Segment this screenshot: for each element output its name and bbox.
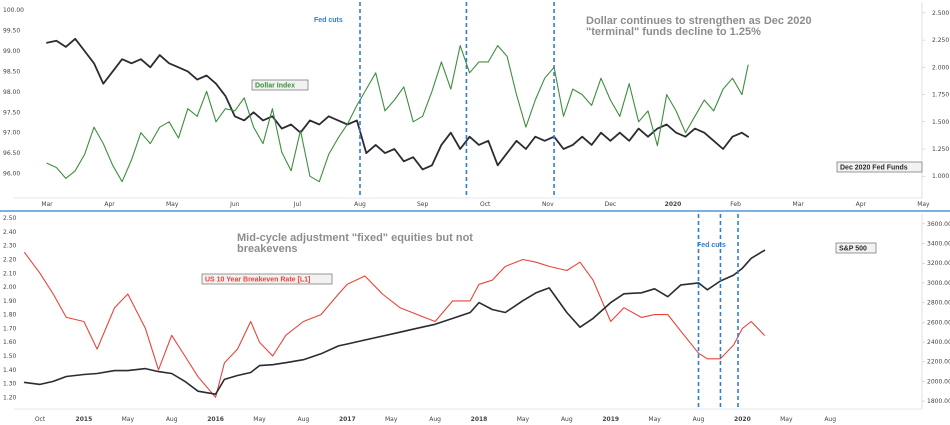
chart-title-line: breakevens xyxy=(237,243,298,255)
series-line-0 xyxy=(24,252,765,398)
left-axis-tick: 100.00 xyxy=(3,7,24,14)
x-tick-label: Aug xyxy=(693,416,705,423)
left-axis-tick: 96.50 xyxy=(3,150,20,157)
x-tick-label: 2015 xyxy=(76,416,93,423)
left-axis-tick: 2.00 xyxy=(3,284,17,291)
x-tick-label: May xyxy=(917,201,930,208)
left-axis-tick: 97.50 xyxy=(3,109,20,116)
left-axis-tick: 1.40 xyxy=(3,367,17,374)
fed-cuts-label: Fed cuts xyxy=(314,17,343,24)
right-axis-tick: 3000.00 xyxy=(927,280,950,287)
right-axis-tick: 1.000 xyxy=(932,173,949,180)
x-tick-label: 2020 xyxy=(665,201,682,208)
x-tick-label: May xyxy=(122,416,135,423)
left-axis-tick: 1.80 xyxy=(3,312,17,319)
right-axis-tick: 1800.00 xyxy=(927,398,950,405)
x-tick-label: Mar xyxy=(41,201,53,208)
chart-title-line: "terminal" funds decline to 1.25% xyxy=(586,26,761,38)
left-axis-tick: 1.70 xyxy=(3,325,17,332)
series-line-1 xyxy=(46,45,749,183)
legend-box xyxy=(835,242,877,254)
x-tick-label: Feb xyxy=(730,201,741,208)
left-axis-tick: 1.30 xyxy=(3,381,17,388)
x-tick-label: Sep xyxy=(417,201,429,208)
x-tick-label: 2020 xyxy=(734,416,751,423)
left-axis-tick: 2.40 xyxy=(3,229,17,236)
x-tick-label: Aug xyxy=(561,416,573,423)
left-axis-tick: 1.90 xyxy=(3,298,17,305)
right-axis-tick: 2.000 xyxy=(932,64,949,71)
x-tick-label: Aug xyxy=(824,416,836,423)
left-axis-tick: 2.30 xyxy=(3,243,17,250)
x-tick-label: 2018 xyxy=(471,416,488,423)
x-tick-label: Dec xyxy=(605,201,617,208)
left-axis-tick: 1.20 xyxy=(3,394,17,401)
x-tick-label: Aug xyxy=(166,416,178,423)
left-axis-tick: 1.50 xyxy=(3,353,17,360)
right-axis-tick: 2.500 xyxy=(932,10,949,17)
x-tick-label: May xyxy=(253,416,266,423)
left-axis-tick: 98.00 xyxy=(3,89,20,96)
right-axis-tick: 3200.00 xyxy=(927,260,950,267)
x-tick-label: Oct xyxy=(35,416,46,423)
left-axis-tick: 2.20 xyxy=(3,256,17,263)
left-axis-tick: 96.00 xyxy=(3,171,20,178)
x-tick-label: Nov xyxy=(542,201,554,208)
legend-label: S&P 500 xyxy=(839,246,867,253)
x-tick-label: Aug xyxy=(354,201,366,208)
left-axis-tick: 99.00 xyxy=(3,48,20,55)
x-tick-label: May xyxy=(385,416,398,423)
legend-label: Dec 2020 Fed Funds xyxy=(840,165,908,172)
legend-box xyxy=(836,161,923,173)
x-tick-label: 2016 xyxy=(207,416,224,423)
x-tick-label: Aug xyxy=(429,416,441,423)
x-tick-label: 2019 xyxy=(602,416,619,423)
right-axis-tick: 3400.00 xyxy=(927,241,950,248)
right-axis-tick: 2600.00 xyxy=(927,319,950,326)
left-axis-tick: 2.50 xyxy=(3,215,17,222)
chart-title-line: Dollar continues to strengthen as Dec 20… xyxy=(586,15,812,27)
right-axis-tick: 1.500 xyxy=(932,119,949,126)
x-tick-label: May xyxy=(166,201,179,208)
right-axis-tick: 2000.00 xyxy=(927,378,950,385)
right-axis-tick: 1.750 xyxy=(932,92,949,99)
legend-label: US 10 Year Breakeven Rate [L1] xyxy=(205,277,310,284)
x-tick-label: Apr xyxy=(104,201,115,208)
right-axis-tick: 2800.00 xyxy=(927,300,950,307)
x-tick-label: May xyxy=(517,416,530,423)
left-axis-tick: 97.00 xyxy=(3,130,20,137)
x-tick-label: Jun xyxy=(229,201,240,208)
x-tick-label: 2017 xyxy=(339,416,356,423)
series-line-0 xyxy=(46,37,749,171)
legend-box xyxy=(201,273,333,285)
series-line-1 xyxy=(23,249,766,395)
right-axis-tick: 3600.00 xyxy=(927,221,950,228)
chart-title-line: Mid-cycle adjustment "fixed" equities bu… xyxy=(237,232,473,244)
right-axis-tick: 2200.00 xyxy=(927,359,950,366)
x-tick-label: Jul xyxy=(293,201,302,208)
x-tick-label: Aug xyxy=(298,416,310,423)
x-tick-label: Mar xyxy=(793,201,805,208)
x-tick-label: Oct xyxy=(480,201,491,208)
fed-cuts-label: Fed cuts xyxy=(697,242,726,249)
right-axis-tick: 2400.00 xyxy=(927,339,950,346)
left-axis-tick: 1.60 xyxy=(3,339,17,346)
chart-panel-bottom: Oct 2015 May Aug 2016 May Aug 2017 May Aug 2018 May… xyxy=(3,214,950,423)
left-axis-tick: 98.50 xyxy=(3,68,20,75)
x-tick-label: Apr xyxy=(856,201,867,208)
legend-box xyxy=(251,79,309,91)
left-axis-tick: 99.50 xyxy=(3,28,20,35)
right-axis-tick: 2.250 xyxy=(932,37,949,44)
chart-panel-top: Mar Apr May Jun Jul Aug Sep Oct Nov Dec 2020 Feb Mar… xyxy=(0,2,950,212)
legend-label: Dollar Index xyxy=(255,83,295,90)
left-axis-tick: 2.10 xyxy=(3,270,17,277)
x-tick-label: May xyxy=(780,416,793,423)
x-tick-label: May xyxy=(648,416,661,423)
right-axis-tick: 1.250 xyxy=(932,146,949,153)
